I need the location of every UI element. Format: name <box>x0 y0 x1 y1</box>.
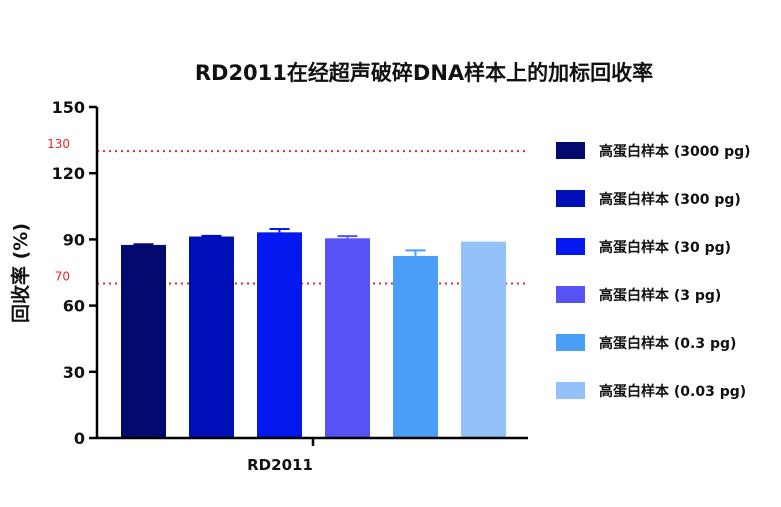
bars <box>121 228 506 438</box>
y-axis-label: 回收率 (%) <box>9 223 32 323</box>
legend: 高蛋白样本 (3000 pg) 高蛋白样本 (300 pg) 高蛋白样本 (30 p… <box>556 142 751 400</box>
legend-label: 高蛋白样本 (0.03 pg) <box>599 383 746 400</box>
legend-swatch <box>556 238 585 255</box>
x-axis-label: RD2011 <box>247 456 313 474</box>
y-tick-label: 150 <box>52 98 85 117</box>
y-tick-label: 90 <box>63 230 85 249</box>
bar <box>393 255 438 438</box>
reference-line-label: 130 <box>47 137 70 151</box>
legend-label: 高蛋白样本 (3000 pg) <box>599 143 751 160</box>
legend-swatch <box>556 142 585 159</box>
y-tick-label: 120 <box>52 164 85 183</box>
reference-line-label: 70 <box>55 270 70 284</box>
legend-label: 高蛋白样本 (0.3 pg) <box>599 335 736 352</box>
legend-swatch <box>556 190 585 207</box>
bar <box>189 236 234 438</box>
bar <box>461 241 506 438</box>
legend-swatch <box>556 286 585 303</box>
legend-label: 高蛋白样本 (300 pg) <box>599 191 741 208</box>
legend-swatch <box>556 382 585 399</box>
chart-title: RD2011在经超声破碎DNA样本上的加标回收率 <box>195 61 653 85</box>
axes: 0 30 60 90 120 150 <box>52 98 528 448</box>
legend-label: 高蛋白样本 (3 pg) <box>599 287 721 304</box>
bar <box>257 232 302 438</box>
reference-lines: 130 70 <box>47 137 528 285</box>
y-tick-label: 0 <box>74 429 85 448</box>
y-tick-label: 30 <box>63 363 85 382</box>
y-tick-label: 60 <box>63 297 85 316</box>
bar <box>121 244 166 438</box>
bar <box>325 238 370 438</box>
legend-swatch <box>556 334 585 351</box>
legend-label: 高蛋白样本 (30 pg) <box>599 239 731 256</box>
